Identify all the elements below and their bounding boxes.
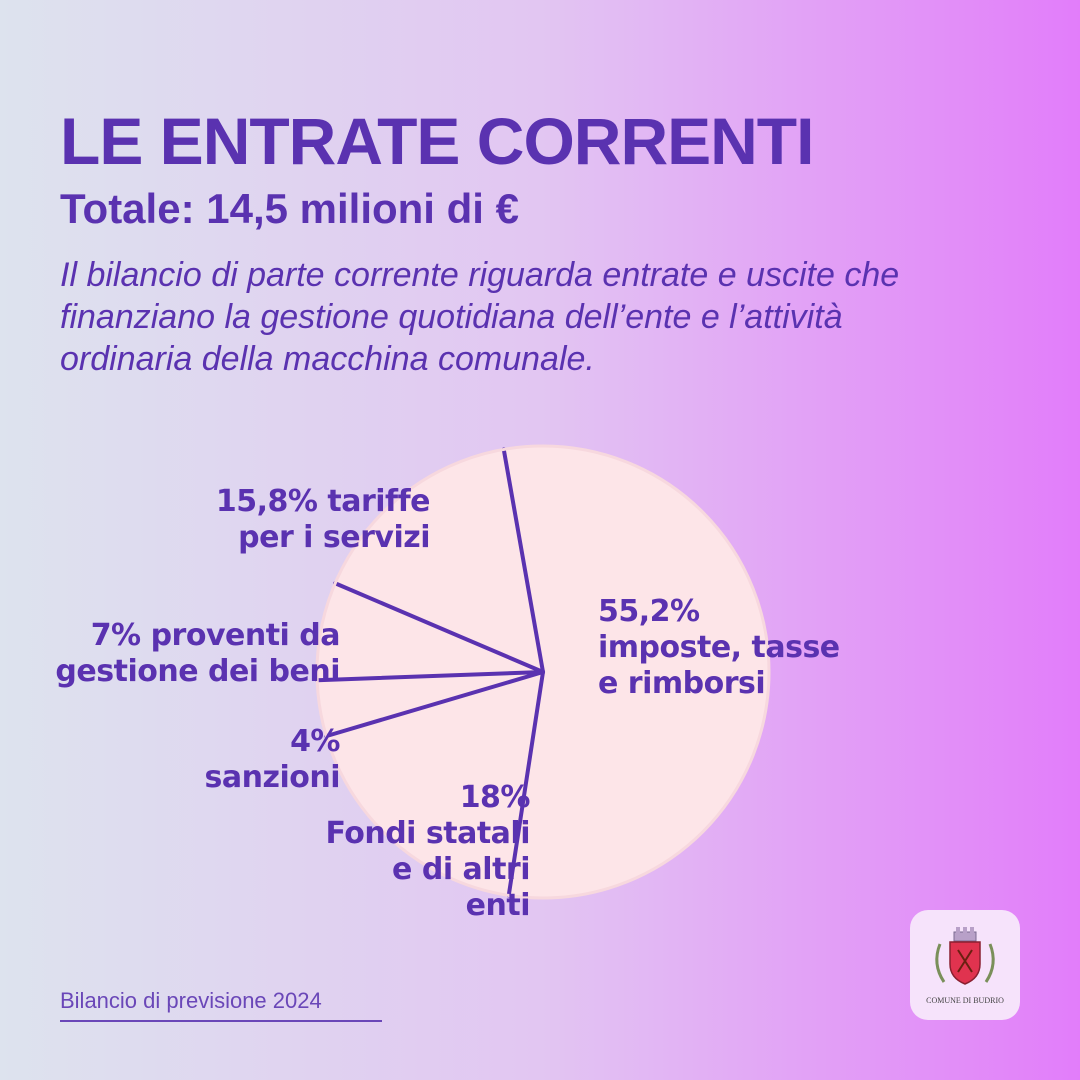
slice-fondi-statali	[326, 672, 543, 896]
slice-label-imposte: 55,2% imposte, tasse e rimborsi	[598, 594, 840, 701]
slice-label-sanzioni: 4% sanzioni	[204, 724, 341, 795]
coat-of-arms-icon	[935, 927, 995, 985]
slice-tariffe	[335, 449, 543, 672]
pie-outline	[315, 444, 771, 900]
page-title: LE ENTRATE CORRENTI	[60, 104, 814, 178]
slice-divider	[506, 670, 545, 898]
logo-caption: COMUNE DI BUDRIO	[926, 996, 1004, 1005]
slice-divider	[333, 581, 545, 674]
page-subtitle: Totale: 14,5 milioni di €	[60, 185, 519, 232]
slice-divider	[501, 447, 545, 674]
logo-card: COMUNE DI BUDRIO	[910, 910, 1020, 1020]
slice-imposte	[503, 446, 769, 898]
slice-proventi	[317, 583, 543, 681]
slice-label-tariffe: 15,8% tariffe per i servizi	[215, 484, 431, 555]
footer-label: Bilancio di previsione 2024	[60, 988, 382, 1022]
slice-divider	[315, 670, 545, 683]
page-description: Il bilancio di parte corrente riguarda e…	[60, 256, 900, 378]
slice-divider	[324, 670, 545, 739]
slice-label-proventi: 7% proventi da gestione dei beni	[55, 618, 340, 689]
slice-label-fondi-statali: 18% Fondi statali e di altri enti	[325, 780, 530, 923]
